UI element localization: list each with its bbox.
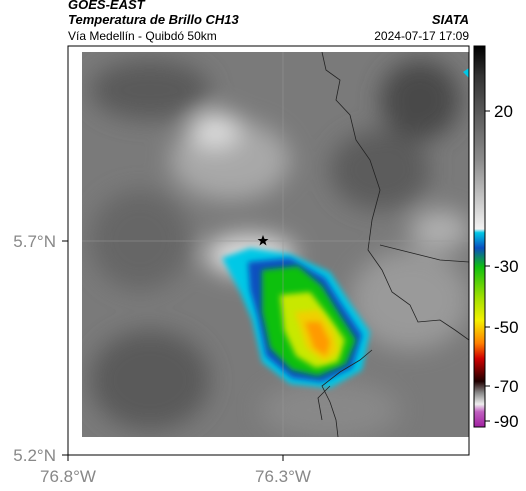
timestamp: 2024-07-17 17:09 <box>374 29 469 43</box>
subtitle: Vía Medellín - Quibdó 50km <box>68 29 217 43</box>
colorbar-tick-label: -70 <box>494 377 519 396</box>
lat-label: 5.2°N <box>13 446 56 465</box>
colorbar-tick-label: -50 <box>494 318 519 337</box>
lat-label: 5.7°N <box>13 232 56 251</box>
colorbar-tick-label: -30 <box>494 257 519 276</box>
satellite-image <box>82 52 469 437</box>
colorbar-tick-label: 20 <box>494 102 513 121</box>
lon-label: 76.3°W <box>255 467 311 486</box>
map-frame <box>67 45 470 456</box>
lon-label: 76.8°W <box>40 467 96 486</box>
colorbar <box>473 45 486 428</box>
colorbar-ticks: 20 -30 -50 -70 -90 <box>485 102 519 431</box>
colorbar-tick-label: -90 <box>494 412 519 431</box>
location-marker <box>257 235 269 246</box>
title: Temperatura de Brillo CH13 <box>68 12 240 27</box>
source: GOES-EAST <box>68 0 146 12</box>
org: SIATA <box>432 12 469 27</box>
